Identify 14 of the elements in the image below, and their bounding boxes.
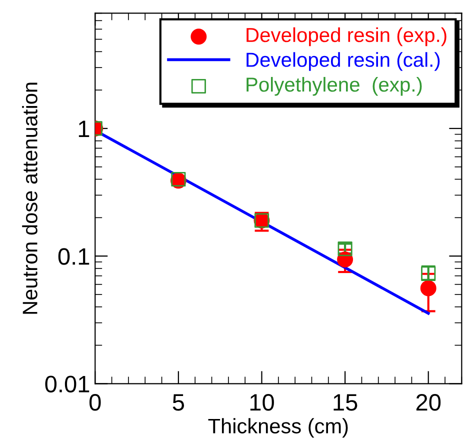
legend-label: Developed resin (exp.): [246, 27, 446, 46]
legend-label: Developed resin (cal.): [246, 52, 440, 71]
y-tick-label: 1: [78, 120, 90, 138]
x-axis-title: Thickness (cm): [208, 418, 348, 438]
x-tick-label: 5: [172, 394, 184, 411]
y-axis-title: Neutron dose attenuation: [22, 82, 38, 314]
y-tick-label: 0.01: [45, 376, 90, 392]
legend-label: Polyethylene (exp.): [246, 76, 422, 96]
x-tick-label: 20: [416, 394, 441, 411]
x-tick-label: 0: [89, 394, 101, 411]
x-tick-label: 15: [334, 394, 358, 411]
x-tick-label: 10: [250, 394, 274, 411]
y-tick-label: 0.1: [58, 248, 90, 265]
point: [420, 280, 436, 296]
